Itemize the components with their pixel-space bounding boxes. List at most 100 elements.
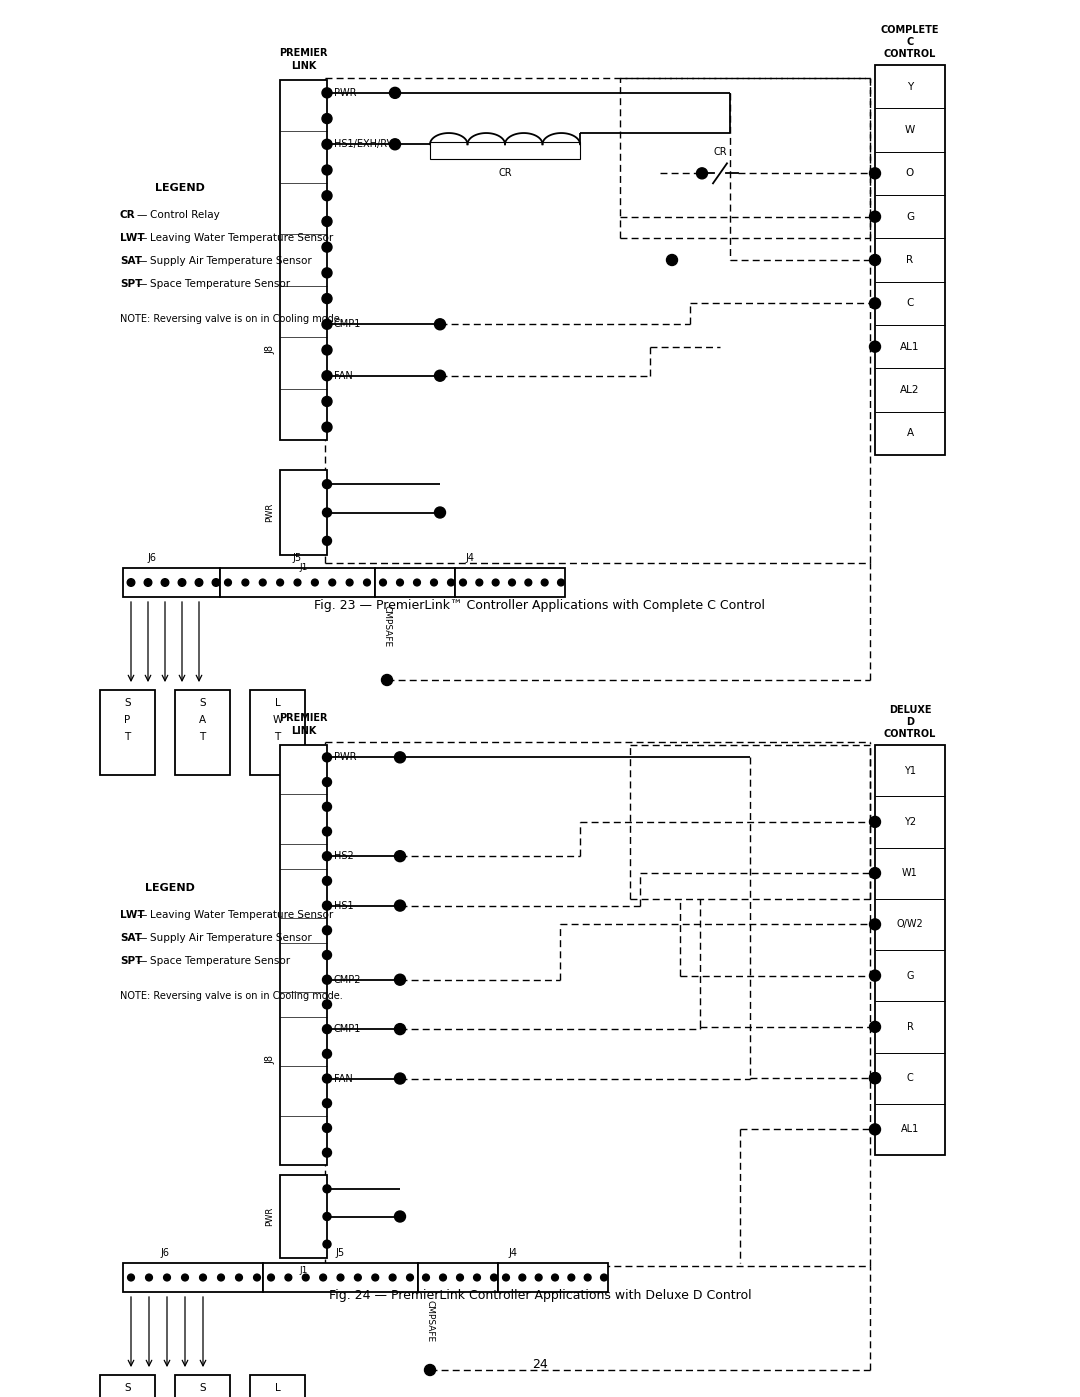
Text: Y1: Y1 xyxy=(904,766,916,775)
Text: L: L xyxy=(274,1383,281,1393)
Circle shape xyxy=(323,1123,332,1133)
Text: HS1: HS1 xyxy=(334,901,353,911)
Bar xyxy=(264,1263,418,1292)
Text: PWR: PWR xyxy=(334,88,356,98)
Circle shape xyxy=(509,580,515,585)
Text: S: S xyxy=(199,1383,206,1393)
Circle shape xyxy=(323,1213,330,1221)
Text: CMPSAFE: CMPSAFE xyxy=(426,1301,434,1343)
Text: Y2: Y2 xyxy=(904,817,916,827)
Circle shape xyxy=(447,580,455,585)
Text: P: P xyxy=(124,715,131,725)
Text: W: W xyxy=(905,124,915,136)
Circle shape xyxy=(323,509,332,517)
Circle shape xyxy=(600,1274,607,1281)
Circle shape xyxy=(322,320,332,330)
Text: T: T xyxy=(200,732,205,742)
Text: D: D xyxy=(906,717,914,726)
Circle shape xyxy=(440,1274,446,1281)
Bar xyxy=(249,1375,305,1397)
Circle shape xyxy=(322,397,332,407)
Circle shape xyxy=(323,1024,332,1034)
Circle shape xyxy=(322,370,332,381)
Text: LINK: LINK xyxy=(291,61,316,71)
Bar xyxy=(175,690,230,775)
Text: Fig. 23 — PremierLink™ Controller Applications with Complete C Control: Fig. 23 — PremierLink™ Controller Applic… xyxy=(314,598,766,612)
Text: SAT: SAT xyxy=(120,933,141,943)
Circle shape xyxy=(322,242,332,251)
Circle shape xyxy=(474,1274,481,1281)
Circle shape xyxy=(414,580,420,585)
Circle shape xyxy=(372,1274,379,1281)
Circle shape xyxy=(322,191,332,201)
Text: J8: J8 xyxy=(265,345,275,355)
Text: PWR: PWR xyxy=(334,753,356,763)
Text: C: C xyxy=(906,36,914,47)
Bar xyxy=(418,1263,498,1292)
Text: A: A xyxy=(199,715,206,725)
Circle shape xyxy=(394,1024,405,1035)
Circle shape xyxy=(323,802,332,812)
Circle shape xyxy=(422,1274,430,1281)
Circle shape xyxy=(302,1274,309,1281)
Text: CR: CR xyxy=(713,147,727,158)
Circle shape xyxy=(178,578,186,587)
Circle shape xyxy=(212,578,220,587)
Text: PWR: PWR xyxy=(266,1207,274,1227)
Text: J1: J1 xyxy=(299,563,308,571)
Circle shape xyxy=(285,1274,292,1281)
Text: —: — xyxy=(137,256,147,265)
Bar xyxy=(100,690,156,775)
Text: CMP1: CMP1 xyxy=(334,320,362,330)
Circle shape xyxy=(200,1274,206,1281)
Circle shape xyxy=(235,1274,242,1281)
Text: CMP1: CMP1 xyxy=(334,1024,362,1034)
Circle shape xyxy=(323,1148,332,1157)
Circle shape xyxy=(323,975,332,985)
Circle shape xyxy=(869,168,880,179)
Circle shape xyxy=(541,580,548,585)
Text: —: — xyxy=(137,210,147,219)
Circle shape xyxy=(869,919,880,930)
Circle shape xyxy=(389,1274,396,1281)
Circle shape xyxy=(869,1073,880,1084)
Circle shape xyxy=(323,827,332,835)
Circle shape xyxy=(492,580,499,585)
Circle shape xyxy=(163,1274,171,1281)
Text: LINK: LINK xyxy=(291,726,316,736)
Text: HS2: HS2 xyxy=(334,851,354,861)
Circle shape xyxy=(242,580,248,585)
Text: C: C xyxy=(906,299,914,309)
Bar xyxy=(123,1263,264,1292)
Text: J4: J4 xyxy=(465,553,474,563)
Text: SPT: SPT xyxy=(120,956,143,965)
Circle shape xyxy=(323,1049,332,1059)
Text: NOTE: Reversing valve is on in Cooling mode.: NOTE: Reversing valve is on in Cooling m… xyxy=(120,314,342,324)
Text: LEGEND: LEGEND xyxy=(156,183,205,193)
Circle shape xyxy=(311,580,319,585)
Circle shape xyxy=(536,1274,542,1281)
Circle shape xyxy=(394,1073,405,1084)
Text: J8: J8 xyxy=(265,1056,275,1065)
Circle shape xyxy=(323,778,332,787)
Bar xyxy=(498,1263,608,1292)
Circle shape xyxy=(869,868,880,879)
Circle shape xyxy=(396,580,404,585)
Circle shape xyxy=(390,88,401,98)
Bar xyxy=(375,569,455,597)
Circle shape xyxy=(431,580,437,585)
Text: A: A xyxy=(906,429,914,439)
Text: Supply Air Temperature Sensor: Supply Air Temperature Sensor xyxy=(150,933,312,943)
Bar xyxy=(875,66,945,455)
Circle shape xyxy=(869,816,880,827)
Text: J4: J4 xyxy=(509,1248,517,1259)
Circle shape xyxy=(323,876,332,886)
Circle shape xyxy=(322,88,332,98)
Circle shape xyxy=(869,1021,880,1032)
Circle shape xyxy=(323,479,332,489)
Text: SPT: SPT xyxy=(120,279,143,289)
Circle shape xyxy=(424,1365,435,1376)
Circle shape xyxy=(518,1274,526,1281)
Text: Y: Y xyxy=(907,81,913,92)
Circle shape xyxy=(195,578,203,587)
